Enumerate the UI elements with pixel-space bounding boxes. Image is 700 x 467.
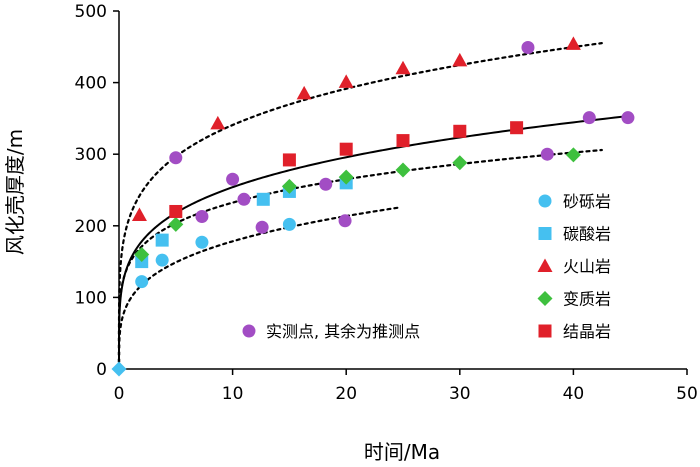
fit-curves: [117, 42, 629, 371]
data-point: [452, 155, 468, 171]
data-point: [395, 60, 411, 75]
legend-note: 实测点, 其余为推测点: [242, 322, 420, 341]
data-point: [296, 85, 312, 100]
fit-curve: [117, 42, 603, 371]
data-point: [396, 134, 410, 148]
y-tick-label: 300: [75, 145, 107, 165]
fit-curve: [117, 148, 603, 371]
origin-point: [111, 361, 127, 377]
data-point: [565, 147, 581, 163]
data-point: [282, 153, 296, 167]
data-point: [256, 192, 270, 206]
data-point: [540, 147, 554, 161]
data-point: [134, 246, 150, 262]
data-point: [453, 124, 467, 138]
legend-marker: [537, 291, 553, 306]
x-tick-label: 30: [449, 384, 471, 404]
x-tick-label: 40: [563, 384, 585, 404]
data-point: [281, 178, 297, 194]
x-tick-label: 50: [676, 384, 698, 404]
data-point: [338, 214, 352, 228]
data-point: [395, 162, 411, 178]
data-point: [282, 217, 296, 231]
legend-label: 火山岩: [563, 257, 611, 276]
legend-marker-measured: [242, 324, 256, 338]
data-point: [338, 169, 354, 185]
y-tick-label: 100: [75, 288, 107, 308]
legend-marker: [538, 227, 552, 240]
y-axis-label: 风化壳厚度/m: [3, 129, 27, 255]
data-point: [195, 209, 209, 223]
data-point: [135, 275, 149, 289]
data-point: [565, 36, 581, 50]
y-tick-label: 0: [96, 360, 107, 380]
legend-note-text: 实测点, 其余为推测点: [266, 322, 420, 341]
data-point: [210, 115, 226, 130]
data-point: [237, 192, 251, 206]
legend-label: 砂砾岩: [563, 192, 611, 211]
y-tick-label: 500: [75, 2, 107, 22]
data-point: [131, 207, 147, 222]
data-point: [226, 172, 240, 186]
legend-marker: [537, 258, 553, 272]
x-tick-label: 20: [335, 384, 357, 404]
y-tick-label: 400: [75, 74, 107, 94]
data-point: [255, 220, 269, 234]
data-point: [195, 235, 209, 249]
x-tick-label: 0: [114, 384, 125, 404]
data-point: [621, 111, 635, 125]
axes: [118, 11, 687, 370]
data-point: [452, 52, 468, 67]
data-point: [319, 177, 333, 191]
x-axis-label: 时间/Ma: [364, 440, 440, 464]
data-point: [521, 41, 535, 55]
data-point: [169, 204, 183, 218]
data-point: [155, 253, 169, 267]
data-point: [339, 142, 353, 156]
y-tick-label: 200: [75, 217, 107, 237]
legend-label: 变质岩: [563, 290, 611, 309]
legend-marker: [538, 324, 552, 338]
data-point: [169, 151, 183, 165]
data-point: [338, 74, 354, 88]
data-point: [510, 121, 524, 135]
data-point: [155, 233, 169, 247]
legend-marker: [538, 194, 552, 208]
fit-curve: [117, 206, 399, 371]
legend-label: 结晶岩: [563, 322, 611, 341]
x-tick-label: 10: [222, 384, 244, 404]
legend-label: 碳酸岩: [563, 225, 611, 244]
data-point: [168, 216, 184, 232]
data-points: [111, 36, 635, 377]
data-point: [582, 111, 596, 125]
